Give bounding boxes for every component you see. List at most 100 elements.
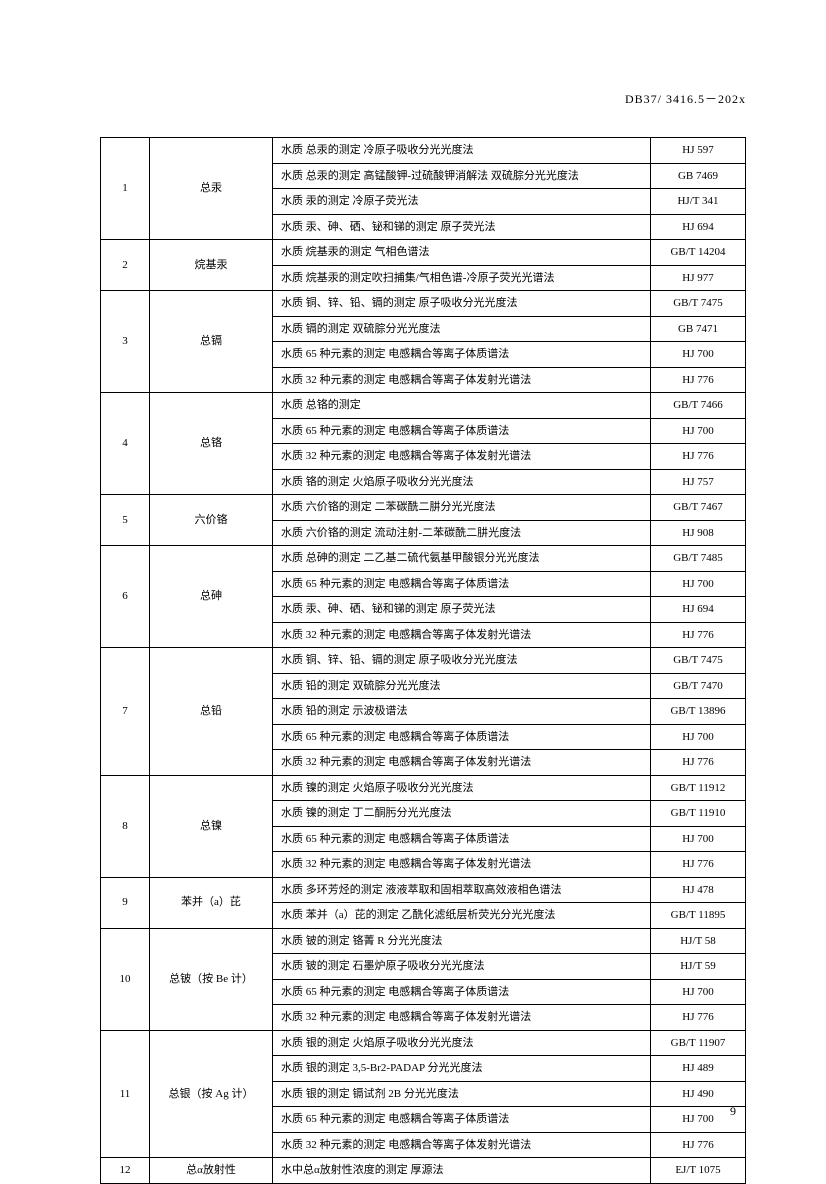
- standard-cell: HJ 776: [651, 444, 746, 470]
- method-cell: 水质 银的测定 火焰原子吸收分光光度法: [273, 1030, 651, 1056]
- row-index: 10: [101, 928, 150, 1030]
- method-cell: 水质 65 种元素的测定 电感耦合等离子体质谱法: [273, 342, 651, 368]
- standard-cell: GB/T 7467: [651, 495, 746, 521]
- table-row: 1总汞水质 总汞的测定 冷原子吸收分光光度法HJ 597: [101, 138, 746, 164]
- method-cell: 水质 六价铬的测定 流动注射-二苯碳酰二肼光度法: [273, 520, 651, 546]
- table-row: 5六价铬水质 六价铬的测定 二苯碳酰二肼分光光度法GB/T 7467: [101, 495, 746, 521]
- standard-cell: HJ 694: [651, 597, 746, 623]
- method-cell: 水质 32 种元素的测定 电感耦合等离子体发射光谱法: [273, 622, 651, 648]
- standard-cell: HJ 977: [651, 265, 746, 291]
- table-row: 11总银（按 Ag 计）水质 银的测定 火焰原子吸收分光光度法GB/T 1190…: [101, 1030, 746, 1056]
- table-row: 2烷基汞水质 烷基汞的测定 气相色谱法GB/T 14204: [101, 240, 746, 266]
- method-cell: 水质 32 种元素的测定 电感耦合等离子体发射光谱法: [273, 1005, 651, 1031]
- row-index: 7: [101, 648, 150, 776]
- table-row: 3总镉水质 铜、锌、铅、镉的测定 原子吸收分光光度法GB/T 7475: [101, 291, 746, 317]
- method-cell: 水中总α放射性浓度的测定 厚源法: [273, 1158, 651, 1184]
- standard-cell: GB/T 13896: [651, 699, 746, 725]
- method-cell: 水质 32 种元素的测定 电感耦合等离子体发射光谱法: [273, 750, 651, 776]
- row-index: 3: [101, 291, 150, 393]
- method-cell: 水质 汞、砷、硒、铋和锑的测定 原子荧光法: [273, 214, 651, 240]
- standard-cell: HJ 478: [651, 877, 746, 903]
- method-cell: 水质 铜、锌、铅、镉的测定 原子吸收分光光度法: [273, 291, 651, 317]
- method-cell: 水质 铜、锌、铅、镉的测定 原子吸收分光光度法: [273, 648, 651, 674]
- table-row: 6总砷水质 总砷的测定 二乙基二硫代氨基甲酸银分光光度法GB/T 7485: [101, 546, 746, 572]
- parameter-name: 总铍（按 Be 计）: [150, 928, 273, 1030]
- method-cell: 水质 六价铬的测定 二苯碳酰二肼分光光度法: [273, 495, 651, 521]
- parameter-name: 总汞: [150, 138, 273, 240]
- page-number: 9: [730, 1104, 736, 1119]
- method-cell: 水质 银的测定 镉试剂 2B 分光光度法: [273, 1081, 651, 1107]
- method-cell: 水质 总砷的测定 二乙基二硫代氨基甲酸银分光光度法: [273, 546, 651, 572]
- method-cell: 水质 65 种元素的测定 电感耦合等离子体质谱法: [273, 418, 651, 444]
- parameter-name: 烷基汞: [150, 240, 273, 291]
- table-row: 7总铅水质 铜、锌、铅、镉的测定 原子吸收分光光度法GB/T 7475: [101, 648, 746, 674]
- method-cell: 水质 65 种元素的测定 电感耦合等离子体质谱法: [273, 571, 651, 597]
- row-index: 11: [101, 1030, 150, 1158]
- parameter-name: 总银（按 Ag 计）: [150, 1030, 273, 1158]
- table-row: 10总铍（按 Be 计）水质 铍的测定 铬菁 R 分光光度法HJ/T 58: [101, 928, 746, 954]
- standard-cell: HJ 490: [651, 1081, 746, 1107]
- standard-cell: HJ 776: [651, 852, 746, 878]
- table-row: 12总α放射性水中总α放射性浓度的测定 厚源法EJ/T 1075: [101, 1158, 746, 1184]
- method-cell: 水质 苯并（a）芘的测定 乙酰化滤纸层析荧光分光光度法: [273, 903, 651, 929]
- standard-cell: HJ 700: [651, 826, 746, 852]
- method-cell: 水质 烷基汞的测定吹扫捕集/气相色谱-冷原子荧光光谱法: [273, 265, 651, 291]
- standard-cell: GB/T 11912: [651, 775, 746, 801]
- method-cell: 水质 镉的测定 双硫腙分光光度法: [273, 316, 651, 342]
- method-cell: 水质 65 种元素的测定 电感耦合等离子体质谱法: [273, 1107, 651, 1133]
- standard-cell: GB/T 11895: [651, 903, 746, 929]
- method-cell: 水质 汞的测定 冷原子荧光法: [273, 189, 651, 215]
- standard-cell: EJ/T 1075: [651, 1158, 746, 1184]
- standard-cell: HJ 489: [651, 1056, 746, 1082]
- standard-cell: HJ 776: [651, 1005, 746, 1031]
- standards-table: 1总汞水质 总汞的测定 冷原子吸收分光光度法HJ 597水质 总汞的测定 高锰酸…: [100, 137, 746, 1184]
- row-index: 12: [101, 1158, 150, 1184]
- standard-cell: HJ 700: [651, 342, 746, 368]
- method-cell: 水质 总铬的测定: [273, 393, 651, 419]
- document-header: DB37/ 3416.5－202x: [100, 90, 746, 107]
- parameter-name: 总镍: [150, 775, 273, 877]
- method-cell: 水质 铅的测定 示波极谱法: [273, 699, 651, 725]
- method-cell: 水质 镍的测定 丁二酮肟分光光度法: [273, 801, 651, 827]
- standard-cell: HJ 700: [651, 571, 746, 597]
- standard-cell: HJ 700: [651, 418, 746, 444]
- method-cell: 水质 多环芳烃的测定 液液萃取和固相萃取高效液相色谱法: [273, 877, 651, 903]
- method-cell: 水质 32 种元素的测定 电感耦合等离子体发射光谱法: [273, 367, 651, 393]
- row-index: 9: [101, 877, 150, 928]
- standard-cell: HJ 597: [651, 138, 746, 164]
- method-cell: 水质 镍的测定 火焰原子吸收分光光度法: [273, 775, 651, 801]
- method-cell: 水质 铅的测定 双硫腙分光光度法: [273, 673, 651, 699]
- standard-cell: HJ/T 58: [651, 928, 746, 954]
- standard-cell: HJ 776: [651, 367, 746, 393]
- standard-cell: GB/T 14204: [651, 240, 746, 266]
- standard-cell: GB/T 7466: [651, 393, 746, 419]
- standard-cell: GB/T 7470: [651, 673, 746, 699]
- standard-cell: GB/T 11910: [651, 801, 746, 827]
- row-index: 8: [101, 775, 150, 877]
- standard-cell: HJ 700: [651, 979, 746, 1005]
- row-index: 2: [101, 240, 150, 291]
- standard-cell: GB/T 7475: [651, 291, 746, 317]
- method-cell: 水质 总汞的测定 冷原子吸收分光光度法: [273, 138, 651, 164]
- row-index: 6: [101, 546, 150, 648]
- row-index: 1: [101, 138, 150, 240]
- row-index: 4: [101, 393, 150, 495]
- standard-cell: HJ 776: [651, 1132, 746, 1158]
- parameter-name: 总α放射性: [150, 1158, 273, 1184]
- standard-cell: GB/T 7485: [651, 546, 746, 572]
- standard-cell: HJ 908: [651, 520, 746, 546]
- parameter-name: 六价铬: [150, 495, 273, 546]
- parameter-name: 总砷: [150, 546, 273, 648]
- method-cell: 水质 32 种元素的测定 电感耦合等离子体发射光谱法: [273, 444, 651, 470]
- method-cell: 水质 32 种元素的测定 电感耦合等离子体发射光谱法: [273, 1132, 651, 1158]
- parameter-name: 总铅: [150, 648, 273, 776]
- method-cell: 水质 铍的测定 铬菁 R 分光光度法: [273, 928, 651, 954]
- standard-cell: GB 7471: [651, 316, 746, 342]
- method-cell: 水质 汞、砷、硒、铋和锑的测定 原子荧光法: [273, 597, 651, 623]
- standard-cell: HJ 776: [651, 622, 746, 648]
- table-row: 9苯并（a）芘水质 多环芳烃的测定 液液萃取和固相萃取高效液相色谱法HJ 478: [101, 877, 746, 903]
- parameter-name: 总镉: [150, 291, 273, 393]
- method-cell: 水质 65 种元素的测定 电感耦合等离子体质谱法: [273, 979, 651, 1005]
- method-cell: 水质 32 种元素的测定 电感耦合等离子体发射光谱法: [273, 852, 651, 878]
- standard-cell: HJ/T 59: [651, 954, 746, 980]
